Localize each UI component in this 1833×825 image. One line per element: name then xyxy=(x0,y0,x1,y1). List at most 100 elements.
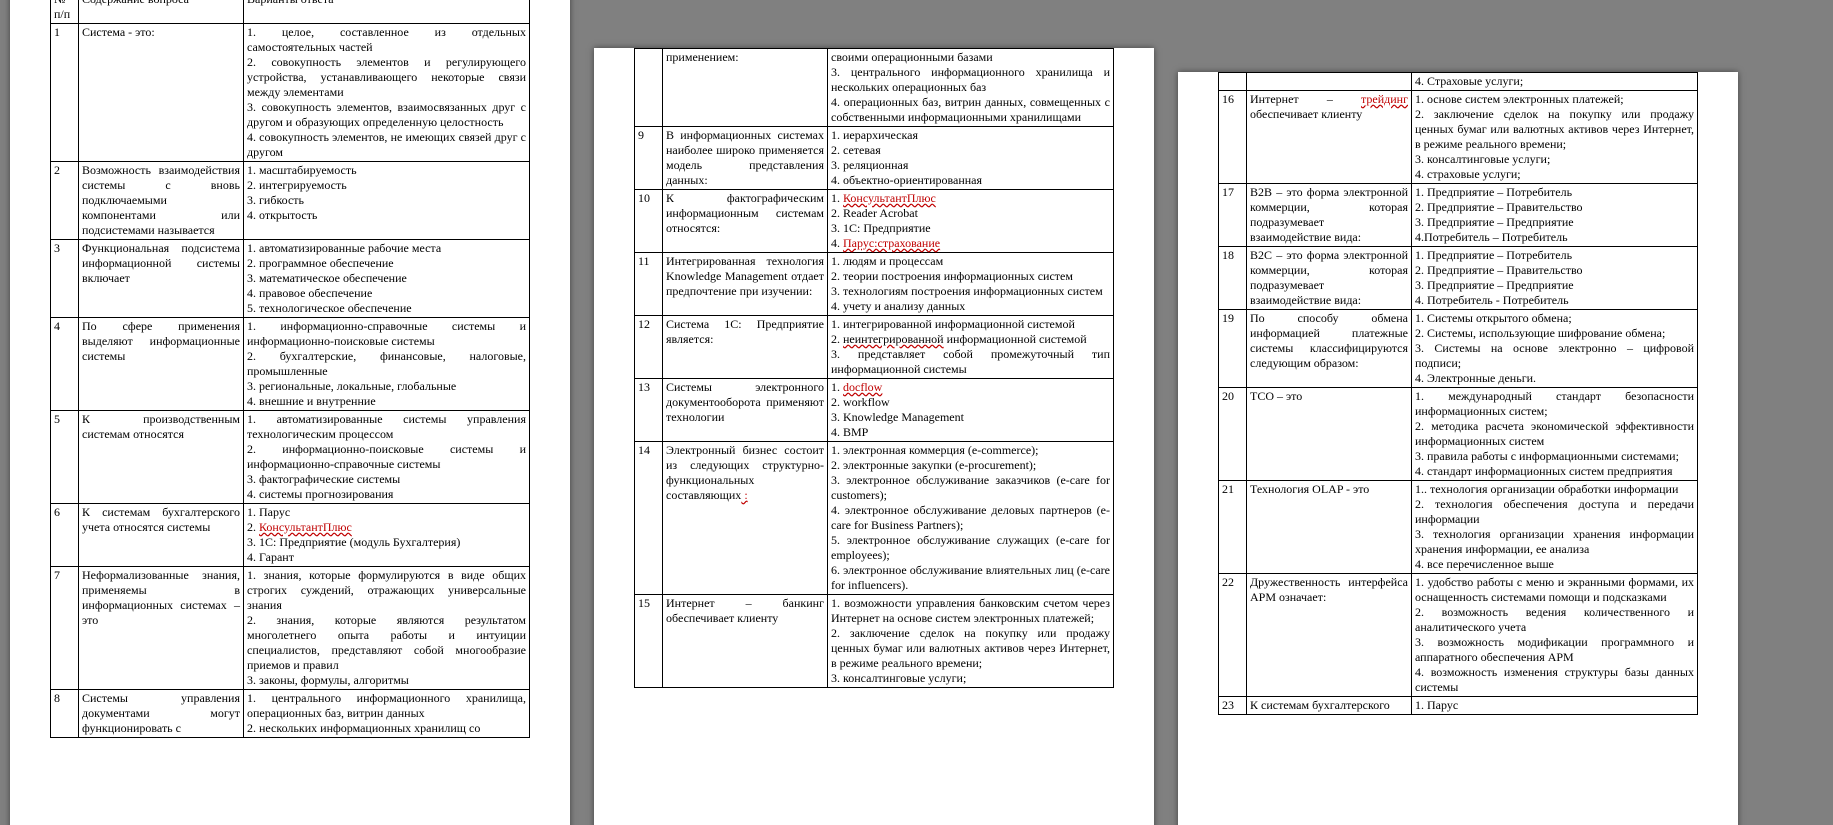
table-row: 2Возможность взаимодействия системы с вн… xyxy=(51,162,530,240)
row-number: 23 xyxy=(1219,697,1247,715)
viewport: № п/п Содержание вопроса Варианты ответа… xyxy=(0,0,1833,825)
answers-cell: 4. Страховые услуги; xyxy=(1412,73,1698,91)
pages-strip: № п/п Содержание вопроса Варианты ответа… xyxy=(0,0,1833,825)
question-cell: Интернет – трейдинг обеспечивает клиенту xyxy=(1247,91,1412,184)
table-row: 23К системам бухгалтерского1. Парус xyxy=(1219,697,1698,715)
question-cell: Электронный бизнес состоит из следующих … xyxy=(663,442,828,595)
row-number xyxy=(1219,73,1247,91)
quiz-table-p2: применением:своими операционными базами3… xyxy=(634,48,1114,688)
row-number: 15 xyxy=(635,595,663,688)
row-number: 6 xyxy=(51,504,79,567)
table-row: 19По способу обмена информацией платежны… xyxy=(1219,310,1698,388)
answers-cell: 1. основе систем электронных платежей;2.… xyxy=(1412,91,1698,184)
table-row: 9В информационных системах наиболее широ… xyxy=(635,127,1114,190)
table-row: 5К производственным системам относятся1.… xyxy=(51,411,530,504)
question-cell: Системы электронного документооборота пр… xyxy=(663,379,828,442)
answers-cell: своими операционными базами3. центрально… xyxy=(828,49,1114,127)
question-cell: По сфере применения выделяют информацион… xyxy=(79,318,244,411)
answers-cell: 1. возможности управления банковским сче… xyxy=(828,595,1114,688)
row-number: 1 xyxy=(51,24,79,162)
page-3: 4. Страховые услуги;16Интернет – трейдин… xyxy=(1178,72,1738,825)
row-number: 8 xyxy=(51,690,79,738)
table-row: 12Система 1С: Предприятие является:1. ин… xyxy=(635,316,1114,379)
table-row: 3Функциональная подсистема информационно… xyxy=(51,240,530,318)
page-2: применением:своими операционными базами3… xyxy=(594,48,1154,825)
table-row: 6К системам бухгалтерского учета относят… xyxy=(51,504,530,567)
answers-cell: 1. Предприятие – Потребитель2. Предприят… xyxy=(1412,184,1698,247)
quiz-table-p3: 4. Страховые услуги;16Интернет – трейдин… xyxy=(1218,72,1698,715)
question-cell: применением: xyxy=(663,49,828,127)
question-cell: В2В – это форма электронной коммерции, к… xyxy=(1247,184,1412,247)
question-cell: В информационных системах наиболее широк… xyxy=(663,127,828,190)
row-number: 20 xyxy=(1219,388,1247,481)
answers-cell: 1. целое, составленное из отдельных само… xyxy=(244,24,530,162)
answers-cell: 1. центрального информационного хранилищ… xyxy=(244,690,530,738)
row-number: 9 xyxy=(635,127,663,190)
answers-cell: 1. Парус2. КонсультантПлюс3. 1С: Предпри… xyxy=(244,504,530,567)
question-cell: По способу обмена информацией платежные … xyxy=(1247,310,1412,388)
question-cell: К системам бухгалтерского учета относятс… xyxy=(79,504,244,567)
answers-cell: 1.. технология организации обработки инф… xyxy=(1412,481,1698,574)
question-cell: Система 1С: Предприятие является: xyxy=(663,316,828,379)
answers-cell: 1. Предприятие – Потребитель2. Предприят… xyxy=(1412,247,1698,310)
question-cell: Дружественность интерфейса АРМ означает: xyxy=(1247,574,1412,697)
question-cell: Системы управления документами могут фун… xyxy=(79,690,244,738)
row-number: 13 xyxy=(635,379,663,442)
table-row: 21Технология OLAP - это1.. технология ор… xyxy=(1219,481,1698,574)
row-number: 18 xyxy=(1219,247,1247,310)
question-cell: Система - это: xyxy=(79,24,244,162)
question-cell: В2С – это форма электронной коммерции, к… xyxy=(1247,247,1412,310)
question-cell: ТСО – это xyxy=(1247,388,1412,481)
answers-cell: 1. docflow2. workflow3. Knowledge Manage… xyxy=(828,379,1114,442)
question-cell: Функциональная подсистема информационной… xyxy=(79,240,244,318)
question-cell: К фактографическим информационным систем… xyxy=(663,190,828,253)
answers-cell: 1. интегрированной информационной систем… xyxy=(828,316,1114,379)
question-cell xyxy=(1247,73,1412,91)
row-number: 3 xyxy=(51,240,79,318)
table-row: 4По сфере применения выделяют информацио… xyxy=(51,318,530,411)
answers-cell: 1. международный стандарт безопасности и… xyxy=(1412,388,1698,481)
row-number: 11 xyxy=(635,253,663,316)
row-number: 22 xyxy=(1219,574,1247,697)
table-row-continuation: 4. Страховые услуги; xyxy=(1219,73,1698,91)
table-row: 17В2В – это форма электронной коммерции,… xyxy=(1219,184,1698,247)
col-header-question: Содержание вопроса xyxy=(79,0,244,24)
row-number: 12 xyxy=(635,316,663,379)
question-cell: Возможность взаимодействия системы с вно… xyxy=(79,162,244,240)
table-row: 22Дружественность интерфейса АРМ означае… xyxy=(1219,574,1698,697)
table-row: 14Электронный бизнес состоит из следующи… xyxy=(635,442,1114,595)
answers-cell: 1. знания, которые формулируются в виде … xyxy=(244,567,530,690)
question-cell: Технология OLAP - это xyxy=(1247,481,1412,574)
table-row: 11Интегрированная технология Knowledge M… xyxy=(635,253,1114,316)
answers-cell: 1. масштабируемость2. интегрируемость3. … xyxy=(244,162,530,240)
answers-cell: 1. КонсультантПлюс2. Reader Acrobat3. 1С… xyxy=(828,190,1114,253)
table-row-continuation: применением:своими операционными базами3… xyxy=(635,49,1114,127)
answers-cell: 1. людям и процессам2. теории построения… xyxy=(828,253,1114,316)
table-row: 10К фактографическим информационным сист… xyxy=(635,190,1114,253)
answers-cell: 1. электронная коммерция (e-commerce);2.… xyxy=(828,442,1114,595)
row-number: 19 xyxy=(1219,310,1247,388)
table-row: 16Интернет – трейдинг обеспечивает клиен… xyxy=(1219,91,1698,184)
row-number: 16 xyxy=(1219,91,1247,184)
answers-cell: 1. информационно-справочные системы и ин… xyxy=(244,318,530,411)
row-number: 10 xyxy=(635,190,663,253)
table-header-row: № п/п Содержание вопроса Варианты ответа xyxy=(51,0,530,24)
table-row: 1Система - это:1. целое, составленное из… xyxy=(51,24,530,162)
quiz-table-p1: № п/п Содержание вопроса Варианты ответа… xyxy=(50,0,530,738)
question-cell: Интернет – банкинг обеспечивает клиенту xyxy=(663,595,828,688)
question-cell: К производственным системам относятся xyxy=(79,411,244,504)
col-header-answers: Варианты ответа xyxy=(244,0,530,24)
row-number: 4 xyxy=(51,318,79,411)
row-number: 17 xyxy=(1219,184,1247,247)
table-row: 13Системы электронного документооборота … xyxy=(635,379,1114,442)
table-row: 15Интернет – банкинг обеспечивает клиент… xyxy=(635,595,1114,688)
row-number: 5 xyxy=(51,411,79,504)
row-number: 14 xyxy=(635,442,663,595)
table-row: 8Системы управления документами могут фу… xyxy=(51,690,530,738)
answers-cell: 1. Парус xyxy=(1412,697,1698,715)
row-number: 7 xyxy=(51,567,79,690)
answers-cell: 1. автоматизированные системы управления… xyxy=(244,411,530,504)
row-number: 2 xyxy=(51,162,79,240)
answers-cell: 1. иерархическая2. сетевая3. реляционная… xyxy=(828,127,1114,190)
question-cell: Неформализованные знания, применяемы в и… xyxy=(79,567,244,690)
